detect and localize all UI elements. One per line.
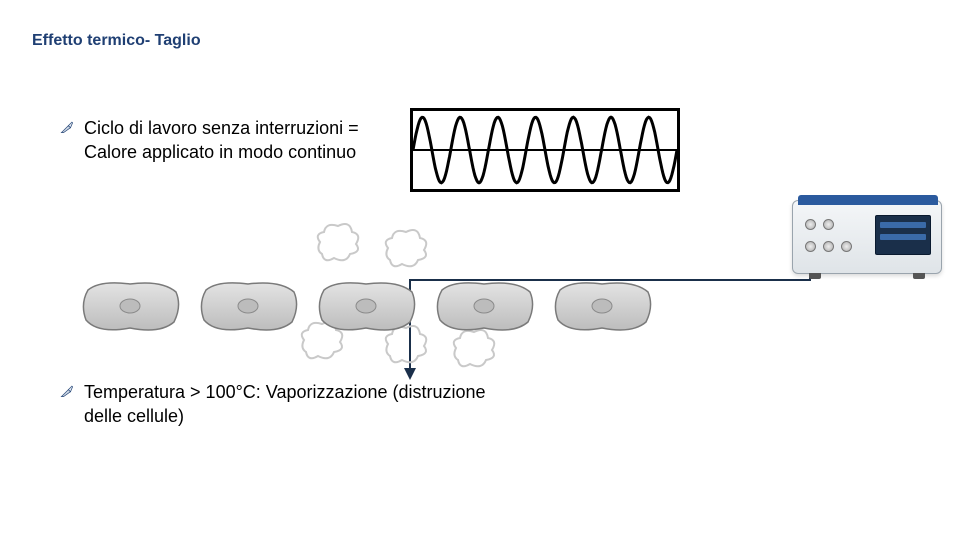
generator-screen: [875, 215, 931, 255]
scalpel-icon: [60, 120, 74, 134]
bullet-2-text: Temperatura > 100°C: Vaporizzazione (dis…: [84, 380, 504, 429]
cell: [434, 278, 536, 334]
bullet-1: Ciclo di lavoro senza interruzioni = Cal…: [60, 116, 404, 165]
bullet-2: Temperatura > 100°C: Vaporizzazione (dis…: [60, 380, 504, 429]
cell: [198, 278, 300, 334]
tissue-cells: [80, 248, 720, 368]
vapor-puff: [312, 220, 362, 264]
cell: [552, 278, 654, 334]
generator-knob: [805, 241, 816, 252]
slide-title: Effetto termico- Taglio: [32, 32, 201, 50]
generator-knob: [841, 241, 852, 252]
generator-top-bar: [798, 195, 938, 205]
bullet-1-text: Ciclo di lavoro senza interruzioni = Cal…: [84, 116, 404, 165]
generator-knob: [805, 219, 816, 230]
generator-body: [792, 200, 942, 274]
generator-knob: [823, 241, 834, 252]
cell: [316, 278, 418, 334]
waveform-continuous: [410, 108, 680, 192]
scalpel-icon: [60, 384, 74, 398]
electrosurgical-generator: [792, 200, 942, 290]
cell: [80, 278, 182, 334]
vapor-puff: [380, 226, 430, 270]
generator-knob: [823, 219, 834, 230]
generator-feet: [803, 271, 931, 279]
